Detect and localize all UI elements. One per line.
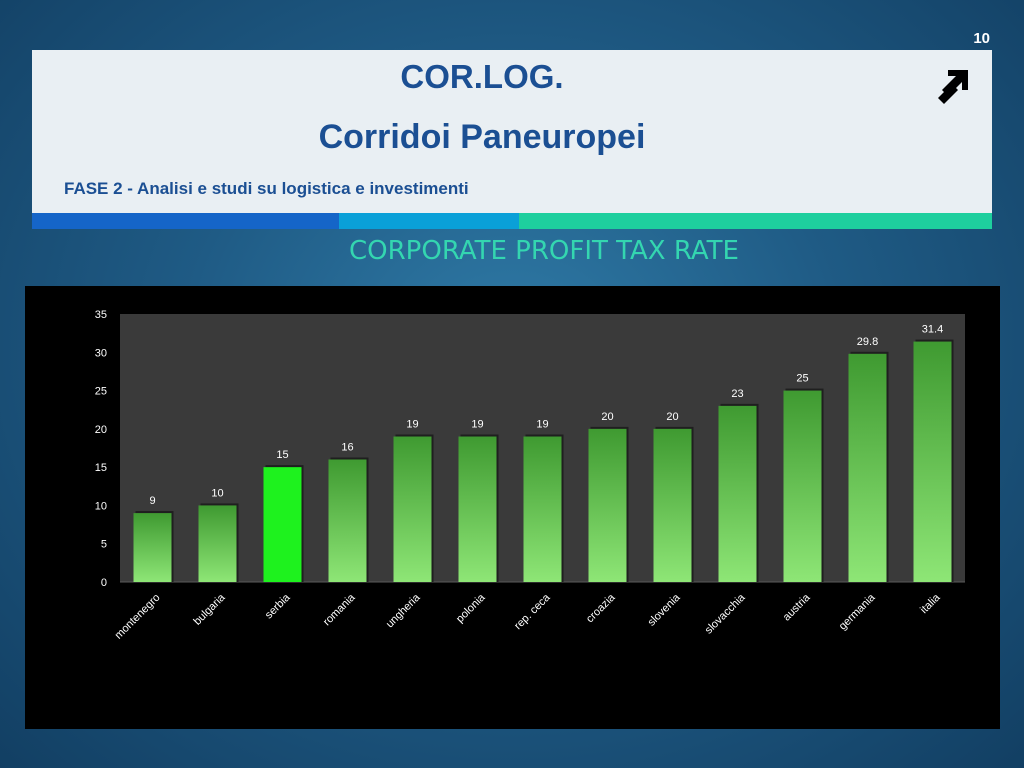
y-tick-label: 10	[95, 500, 107, 512]
arrow-up-right-icon[interactable]	[934, 68, 974, 108]
bar-croazia	[588, 428, 627, 582]
header-band: COR.LOG. Corridoi Paneuropei FASE 2 - An…	[32, 50, 992, 213]
y-tick-label: 15	[95, 462, 107, 474]
bar-italia	[913, 341, 952, 582]
y-tick-label: 0	[101, 577, 107, 589]
strip-segment-2	[339, 213, 519, 229]
bar-germania	[848, 353, 887, 582]
x-tick-label: ungheria	[384, 591, 423, 630]
page-title: COR.LOG.	[400, 58, 564, 95]
x-tick-label: croazia	[584, 591, 618, 625]
color-strip	[32, 213, 992, 229]
data-label: 15	[276, 449, 288, 461]
y-tick-label: 20	[95, 424, 107, 436]
x-tick-label: slovacchia	[703, 591, 748, 636]
x-tick-label: bulgaria	[191, 591, 228, 628]
bar-slovenia	[653, 428, 692, 582]
page-subtitle: Corridoi Paneuropei	[318, 118, 646, 156]
bar-chart: 0 5 10 15 20 25 30 35 9 montenegro 10 bulgaria 15 ser…	[95, 309, 965, 642]
data-label: 20	[601, 411, 613, 423]
slide-number: 10	[973, 30, 990, 47]
data-label: 9	[149, 495, 155, 507]
x-tick-label: romania	[321, 591, 358, 628]
bar-slovacchia	[718, 405, 757, 582]
bar-romania	[328, 459, 367, 582]
x-tick-label: austria	[781, 591, 813, 623]
data-label: 10	[211, 487, 223, 499]
data-label: 25	[796, 373, 808, 385]
chart-heading: CORPORATE PROFIT TAX RATE	[349, 236, 739, 266]
x-tick-label: polonia	[454, 591, 488, 625]
x-tick-label: montenegro	[113, 592, 163, 642]
chart-panel: 0 5 10 15 20 25 30 35 9 montenegro 10 bulgaria 15 ser…	[25, 286, 1000, 729]
x-tick-label: slovenia	[646, 591, 684, 629]
y-tick-label: 30	[95, 347, 107, 359]
x-tick-label: italia	[918, 591, 943, 616]
data-label: 16	[341, 441, 353, 453]
data-label: 19	[471, 419, 483, 431]
y-tick-label: 35	[95, 309, 107, 321]
phase-caption: FASE 2 - Analisi e studi su logistica e …	[64, 179, 469, 198]
data-label: 19	[536, 419, 548, 431]
x-tick-label: rep. ceca	[512, 591, 553, 632]
strip-segment-3	[519, 213, 992, 229]
data-label: 29.8	[857, 336, 878, 348]
bar-austria	[783, 390, 822, 582]
data-label: 19	[406, 419, 418, 431]
x-tick-label: serbia	[263, 591, 293, 621]
data-label: 23	[731, 388, 743, 400]
y-tick-label: 5	[101, 539, 107, 551]
bar-polonia	[458, 436, 497, 582]
strip-segment-1	[32, 213, 339, 229]
bar-rep-ceca	[523, 436, 562, 582]
data-label: 31.4	[922, 324, 943, 336]
x-tick-label: germania	[837, 591, 879, 633]
data-label: 20	[666, 411, 678, 423]
bar-ungheria	[393, 436, 432, 582]
y-tick-label: 25	[95, 386, 107, 398]
bar-serbia	[263, 467, 302, 582]
bar-montenegro	[133, 513, 172, 582]
bar-bulgaria	[198, 505, 237, 582]
